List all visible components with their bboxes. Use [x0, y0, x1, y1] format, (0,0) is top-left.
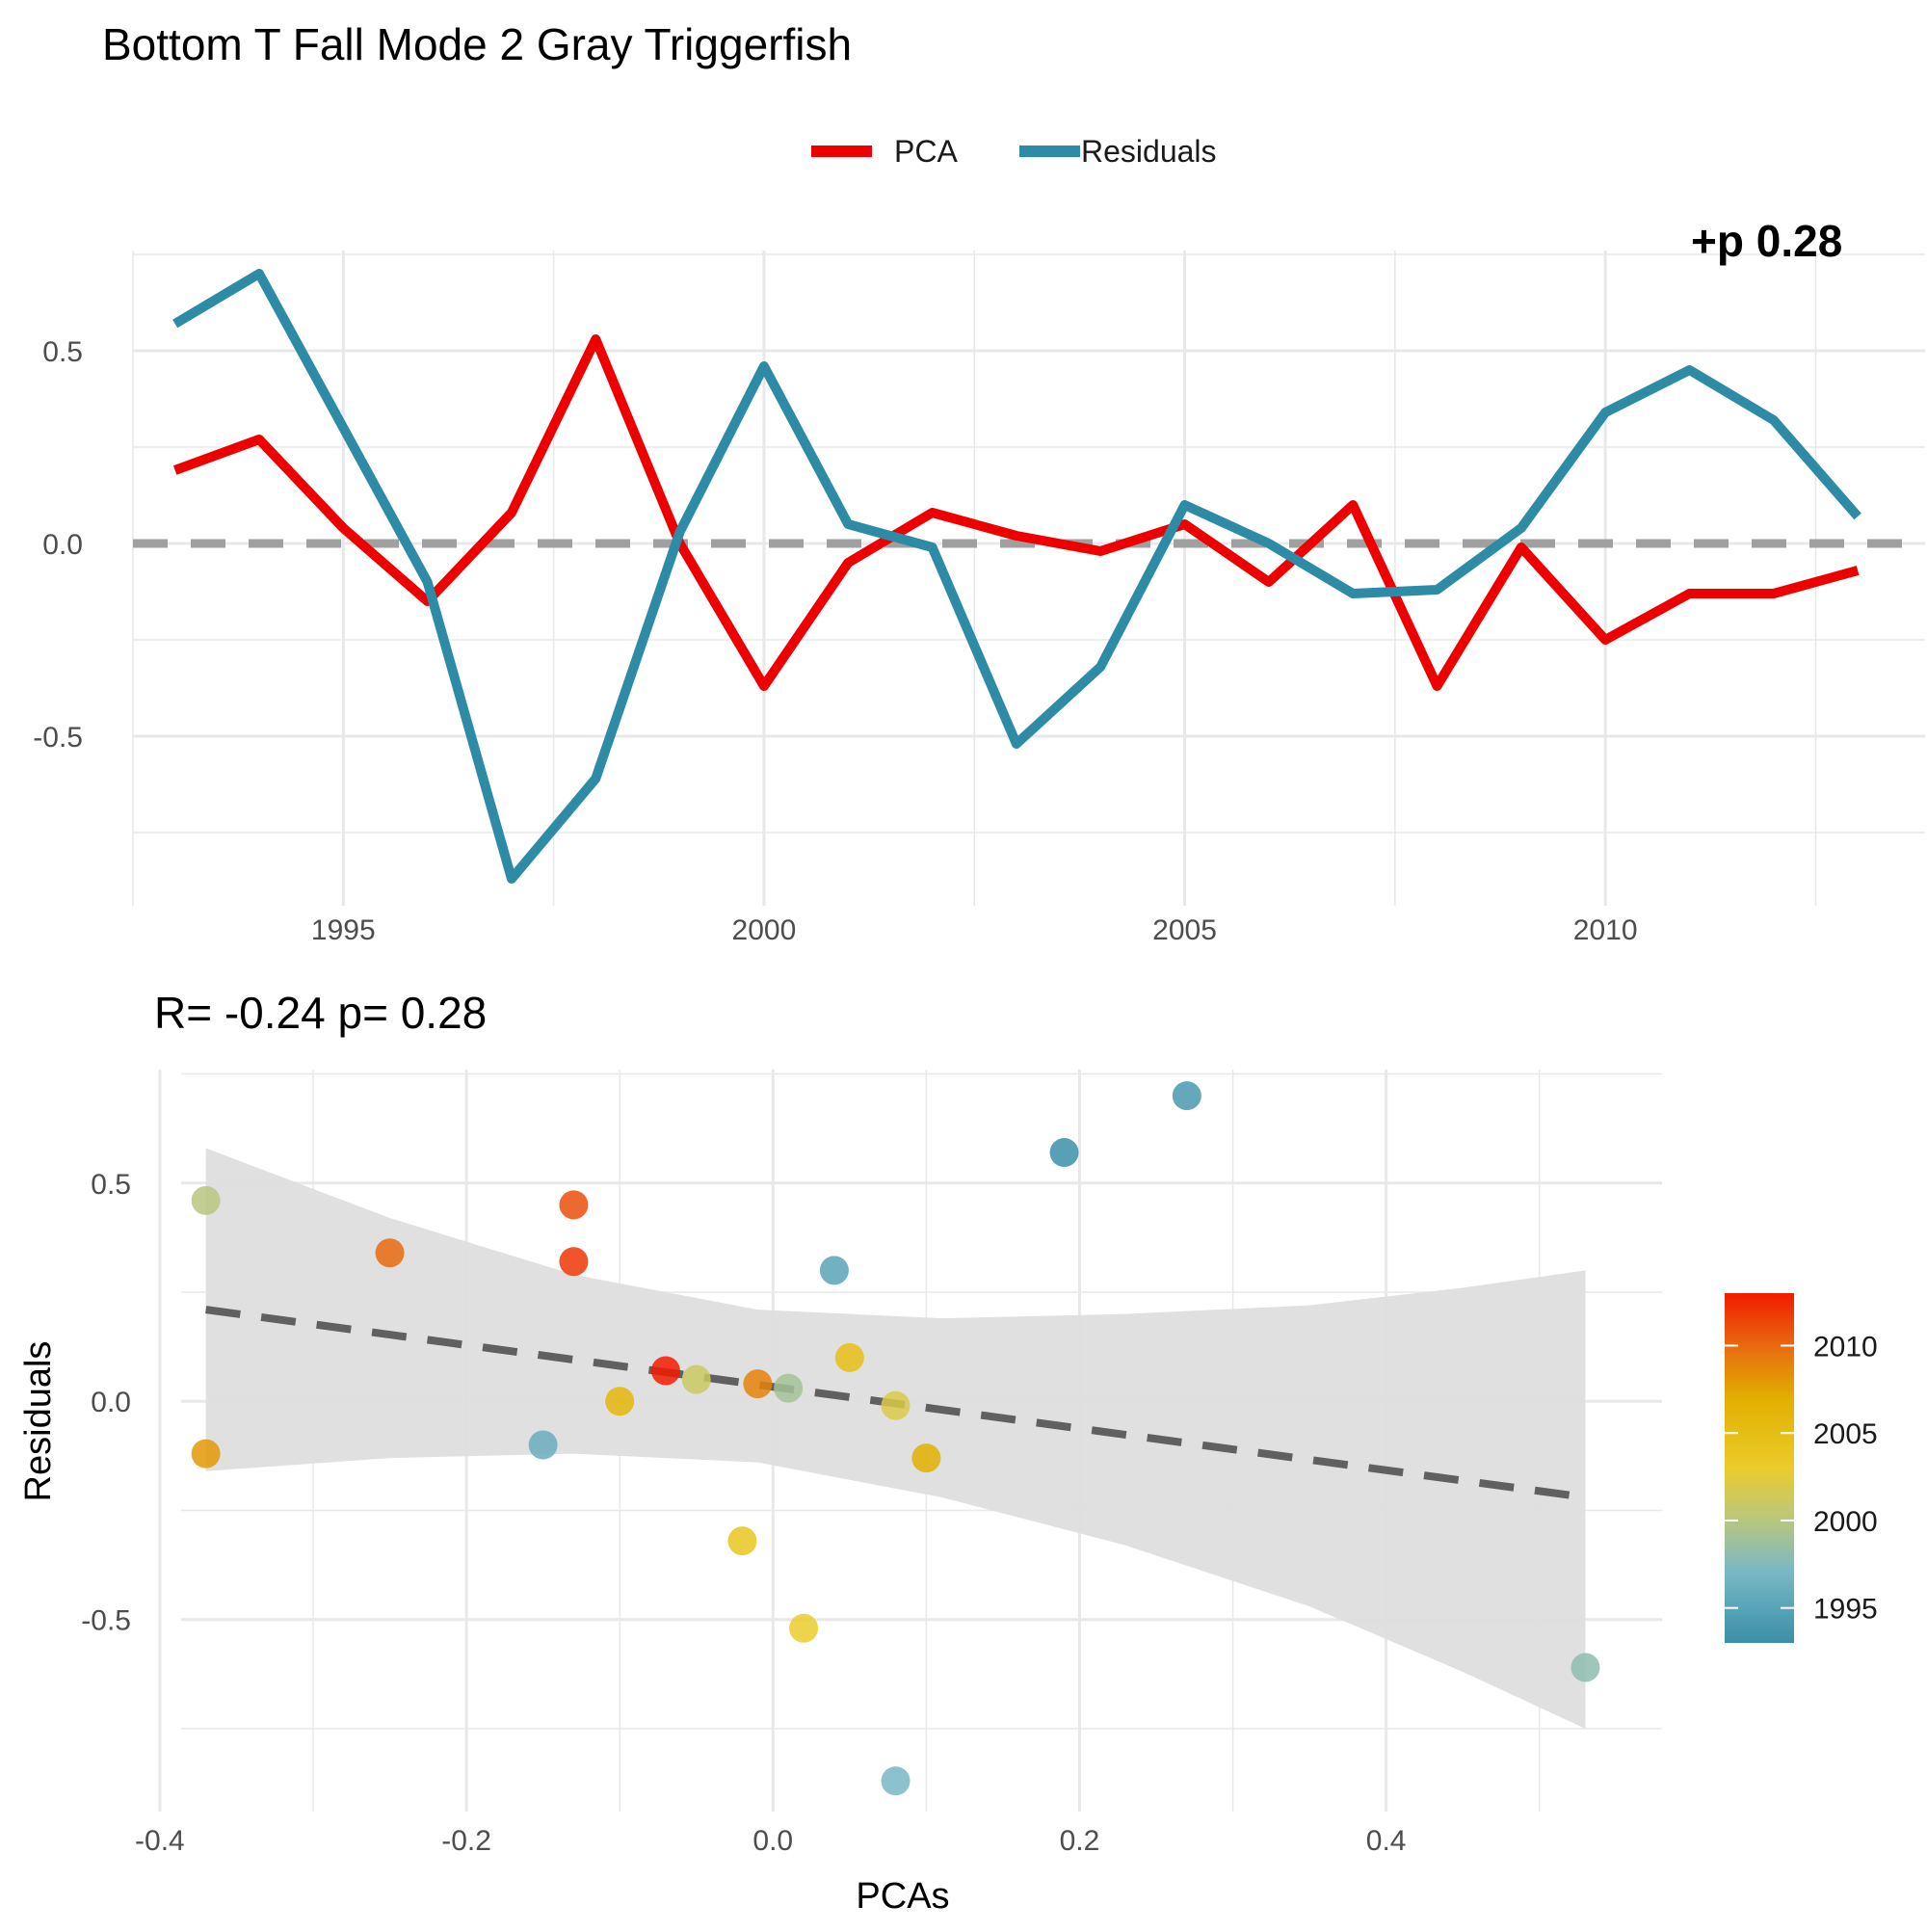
scatter-point-1993 — [1049, 1138, 1079, 1168]
scatter-point-1996 — [528, 1430, 558, 1460]
x-tick-label: -0.2 — [441, 1825, 491, 1857]
x-tick-label: 1995 — [311, 914, 376, 946]
chart-title: Bottom T Fall Mode 2 Gray Triggerfish — [102, 19, 852, 69]
year-colorbar: 2010 2005 2000 1995 — [1725, 1293, 1878, 1643]
x-tick-label: 2000 — [732, 914, 797, 946]
scatter-point-2010 — [375, 1238, 405, 1268]
legend: PCA Residuals — [811, 134, 1217, 169]
colorbar-ticks: 2010 2005 2000 1995 — [1725, 1331, 1878, 1626]
legend-label-residuals: Residuals — [1081, 134, 1217, 169]
scatter-point-2012 — [559, 1247, 589, 1277]
y-tick-label: 0.5 — [42, 336, 83, 368]
x-tick-label: -0.4 — [135, 1825, 185, 1857]
x-axis-title: PCAs — [856, 1876, 949, 1917]
scatter-point-1997 — [881, 1766, 911, 1796]
legend-label-pca: PCA — [894, 134, 958, 169]
x-tick-label: 2010 — [1573, 914, 1638, 946]
x-tick-label: 0.2 — [1060, 1825, 1100, 1857]
scatter-point-2007 — [911, 1443, 941, 1473]
scatter-point-2002 — [881, 1390, 911, 1420]
scatter-point-2013 — [650, 1356, 680, 1386]
scatter-tick-labels: -0.4 -0.2 0.0 0.2 0.4 0.5 0.0 -0.5 — [81, 1169, 1406, 1857]
series-line-pca — [172, 334, 1860, 691]
series-line-residuals — [172, 269, 1861, 884]
scatter-point-2006 — [605, 1387, 635, 1416]
scatter-point-1999 — [774, 1373, 804, 1403]
clipped-annotation: +p 0.28 — [1691, 216, 1842, 266]
x-tick-label: 0.0 — [752, 1825, 793, 1857]
scatter-panel: -0.4 -0.2 0.0 0.2 0.4 0.5 0.0 -0.5 PCAs Residua… — [18, 1070, 1662, 1917]
scatter-point-2005 — [834, 1342, 864, 1372]
colorbar-tick-label: 2010 — [1813, 1331, 1878, 1363]
x-tick-label: 0.4 — [1366, 1825, 1407, 1857]
scatter-point-2000 — [191, 1185, 221, 1215]
y-tick-label: 0.5 — [91, 1169, 131, 1201]
scatter-point-2004 — [727, 1526, 757, 1556]
colorbar-tick-label: 1995 — [1813, 1594, 1878, 1626]
scatter-point-2008 — [191, 1439, 221, 1469]
scatter-points — [191, 1081, 1600, 1796]
timeseries-tick-labels: 1995 2000 2005 2010 0.5 0.0 -0.5 — [33, 336, 1637, 946]
scatter-point-2009 — [743, 1369, 773, 1399]
y-tick-label: -0.5 — [33, 722, 83, 754]
timeseries-lines — [172, 269, 1861, 884]
y-tick-label: 0.0 — [42, 529, 83, 561]
scatter-point-1994 — [1172, 1081, 1201, 1111]
y-axis-title: Residuals — [18, 1341, 59, 1502]
scatter-point-2001 — [681, 1364, 711, 1394]
scatter-point-1998 — [1571, 1653, 1600, 1682]
scatter-point-2011 — [559, 1190, 589, 1220]
scatter-point-2003 — [789, 1613, 819, 1643]
colorbar-gradient — [1725, 1293, 1794, 1643]
x-tick-label: 2005 — [1152, 914, 1217, 946]
colorbar-tick-label: 2005 — [1813, 1418, 1878, 1450]
scatter-point-1995 — [819, 1256, 849, 1285]
colorbar-tick-label: 2000 — [1813, 1506, 1878, 1538]
confidence-ribbon — [205, 1148, 1586, 1729]
timeseries-panel: 1995 2000 2005 2010 0.5 0.0 -0.5 +p 0.28 — [33, 216, 1925, 946]
y-tick-label: -0.5 — [81, 1605, 131, 1637]
y-tick-label: 0.0 — [91, 1387, 131, 1418]
correlation-annotation: R= -0.24 p= 0.28 — [154, 988, 487, 1038]
